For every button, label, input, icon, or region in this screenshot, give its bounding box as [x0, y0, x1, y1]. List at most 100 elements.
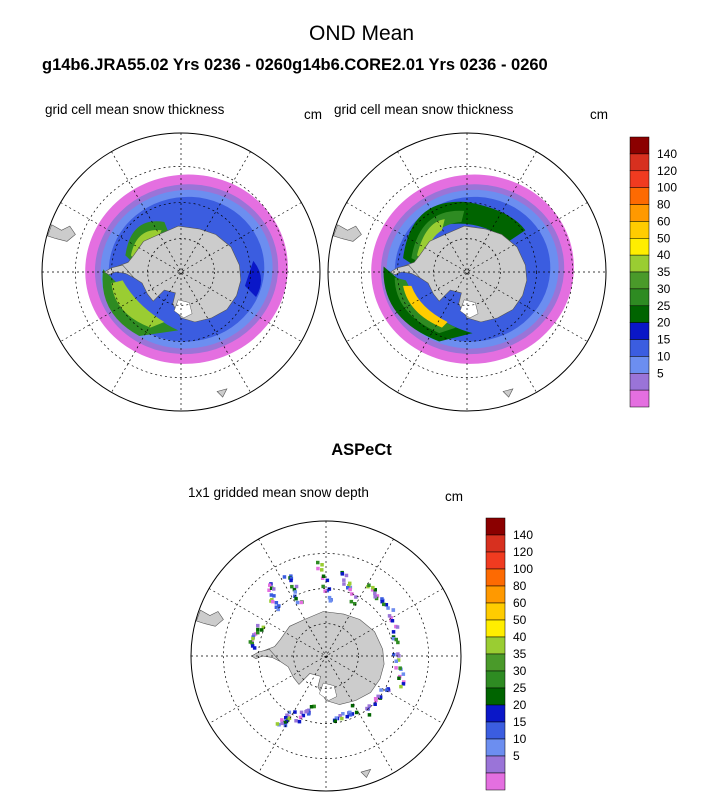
aspect-obs-cell — [394, 659, 398, 663]
aspect-obs-cell — [380, 599, 384, 604]
aspect-obs-cell — [394, 666, 398, 670]
colorbar-bottom-swatch — [485, 602, 506, 621]
colorbar-bottom-swatch — [485, 517, 506, 536]
aspect-obs-cell — [348, 587, 352, 592]
colorbar-bottom-swatch — [485, 636, 506, 655]
colorbar-bottom: 140 120 100 80 60 50 40 35 30 25 20 15 10 5 — [485, 517, 533, 791]
aspect-obs-cell — [395, 625, 400, 629]
aspect-obs-cell — [353, 602, 357, 606]
aspect-obs-cell — [289, 576, 294, 581]
aspect-obs-cell — [350, 703, 355, 708]
aspect-obs-cell — [297, 719, 302, 724]
aspect-border — [190, 520, 462, 792]
aspect-ship-tracks — [248, 560, 406, 728]
aspect-obs-cell — [367, 713, 372, 717]
aspect-obs-cell — [283, 720, 287, 725]
colorbar-bottom-swatch — [485, 721, 506, 740]
colorbar-bottom-swatch — [485, 585, 506, 604]
aspect-obs-cell — [294, 584, 299, 589]
aspect-lat-circle — [258, 588, 394, 724]
core2-ross-shelf — [459, 299, 479, 319]
colorbar-top-tick-label: 50 — [657, 231, 671, 245]
colorbar-bottom-swatch — [485, 738, 506, 757]
jra55-meridian — [111, 151, 251, 393]
aspect-obs-cell — [267, 588, 271, 592]
aspect-obs-cell — [396, 658, 401, 662]
aspect-obs-cell — [295, 600, 300, 605]
aspect-obs-cell — [285, 713, 289, 717]
aspect-obs-cell — [350, 712, 355, 716]
core2-meridian — [346, 202, 588, 342]
aspect-map — [190, 520, 462, 792]
core2-border — [327, 132, 607, 412]
aspect-obs-cell — [371, 585, 375, 590]
colorbar-bottom-tick-label: 50 — [513, 613, 527, 627]
aspect-obs-cell — [270, 598, 274, 602]
jra55-graticule — [42, 133, 320, 411]
colorbar-top-swatch — [629, 153, 650, 172]
aspect-obs-cell — [290, 584, 294, 589]
colorbar-top-tick-label: 140 — [657, 147, 677, 161]
panel1-label: grid cell mean snow thickness — [45, 102, 225, 117]
aspect-obs-cell — [350, 592, 354, 596]
aspect-obs-cell — [309, 705, 314, 709]
aspect-title: ASPeCt — [331, 441, 392, 459]
core2-graticule — [328, 133, 606, 411]
jra55-island — [216, 388, 228, 398]
colorbar-top-swatch — [629, 238, 650, 256]
jra55-bellings-30 — [102, 269, 179, 336]
aspect-obs-cell — [401, 672, 406, 676]
aspect-island — [360, 768, 372, 779]
aspect-obs-cell — [252, 633, 256, 637]
aspect-obs-cell — [276, 607, 280, 612]
colorbar-top-tick-label: 20 — [657, 316, 671, 330]
panel2-unit: cm — [590, 107, 608, 122]
colorbar-bottom-swatch — [485, 755, 506, 774]
aspect-obs-cell — [256, 623, 260, 628]
aspect-obs-cell — [325, 578, 330, 583]
aspect-obs-cell — [348, 581, 352, 586]
aspect-obs-cell — [270, 599, 275, 604]
colorbar-top-swatch — [629, 305, 650, 323]
colorbar-bottom-swatch — [485, 619, 506, 638]
colorbar-bottom-tick-label: 140 — [513, 528, 533, 542]
colorbar-top-swatch — [629, 389, 650, 408]
core2-lat-circle — [397, 202, 537, 342]
colorbar-top-swatch — [629, 136, 650, 155]
aspect-obs-cell — [292, 587, 297, 592]
aspect-obs-cell — [269, 593, 274, 597]
aspect-obs-cell — [325, 588, 330, 593]
aspect-obs-cell — [387, 614, 392, 618]
aspect-obs-cell — [340, 716, 344, 721]
aspect-obs-cell — [289, 578, 293, 583]
aspect-obs-cell — [373, 702, 377, 706]
aspect-obs-cell — [260, 628, 264, 632]
aspect-obs-cell — [345, 714, 349, 719]
colorbar-top-swatch — [629, 288, 650, 307]
aspect-lat-circle — [293, 623, 359, 689]
aspect-obs-cell — [275, 722, 280, 726]
panel1-unit: cm — [304, 107, 322, 122]
aspect-obs-cell — [304, 710, 308, 714]
colorbar-bottom-swatch — [485, 568, 506, 587]
aspect-obs-cell — [282, 575, 287, 579]
aspect-obs-cell — [277, 604, 281, 608]
figure-title: OND Mean — [308, 22, 415, 45]
jra55-meridian — [60, 202, 302, 342]
aspect-obs-cell — [379, 688, 383, 692]
jra55-bellings-35 — [111, 280, 165, 328]
aspect-obs-cell — [323, 589, 327, 593]
aspect-obs-cell — [348, 710, 352, 715]
aspect-obs-cell — [274, 605, 279, 609]
aspect-obs-cell — [289, 574, 293, 578]
aspect-obs-cell — [348, 713, 353, 717]
aspect-obs-cell — [274, 601, 279, 605]
panel3-label: 1x1 gridded mean snow depth — [188, 485, 369, 500]
aspect-obs-cell — [402, 680, 406, 684]
aspect-obs-cell — [306, 712, 311, 716]
aspect-obs-cell — [250, 644, 255, 648]
aspect-graticule — [191, 521, 461, 791]
aspect-obs-cell — [298, 715, 303, 720]
aspect-obs-cell — [397, 676, 401, 680]
